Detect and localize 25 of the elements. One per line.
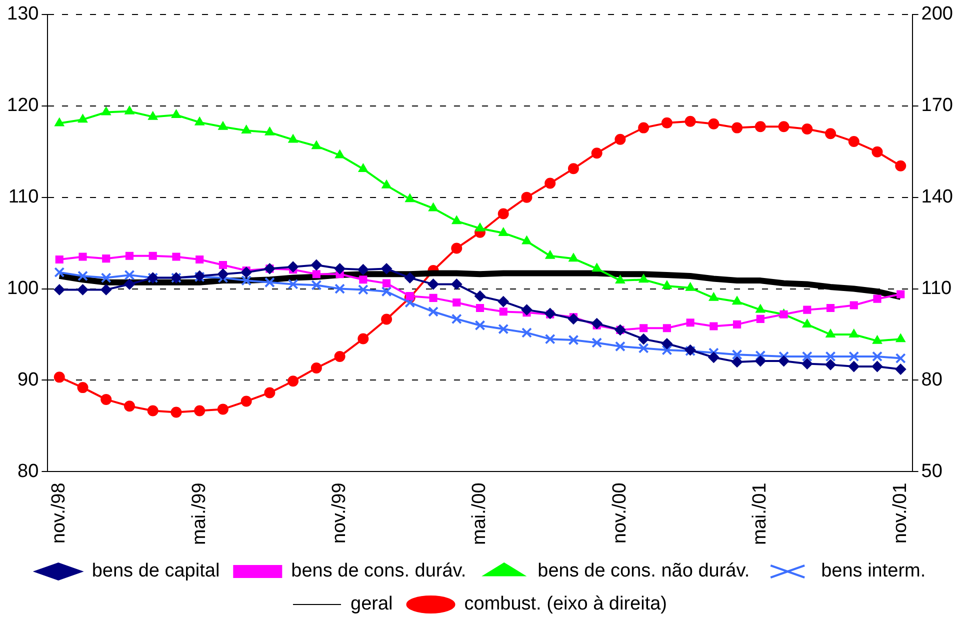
- legend-label: bens interm.: [821, 560, 926, 582]
- legend-label: bens de cons. não duráv.: [538, 560, 750, 582]
- y-tick-label: 100: [7, 278, 39, 300]
- x-tick-label: nov./01: [890, 482, 911, 544]
- x-tick-label: mai./99: [188, 482, 210, 546]
- y2-tick-label: 140: [921, 186, 953, 208]
- y2-tick-label: 80: [921, 369, 942, 390]
- y-tick-label: 120: [7, 95, 39, 116]
- y-tick-label: 110: [8, 186, 39, 208]
- legend-label: bens de cons. duráv.: [291, 560, 466, 582]
- y-tick-label: 130: [7, 4, 39, 25]
- legend-label: combust. (eixo à direita): [464, 594, 667, 615]
- legend-label: bens de capital: [92, 560, 220, 582]
- y-tick-label: 80: [18, 460, 39, 482]
- x-tick-label: mai./01: [750, 482, 771, 546]
- y-tick-label: 90: [18, 369, 39, 390]
- x-tick-label: nov./98: [48, 482, 70, 544]
- x-tick-label: nov./00: [609, 482, 630, 544]
- x-tick-label: mai./00: [469, 482, 490, 546]
- legend-label: geral: [350, 594, 393, 615]
- y2-tick-label: 50: [921, 460, 942, 482]
- y2-tick-label: 170: [921, 95, 953, 116]
- y2-tick-label: 110: [921, 278, 952, 300]
- x-tick-label: nov./99: [329, 482, 350, 544]
- y2-tick-label: 200: [921, 4, 953, 25]
